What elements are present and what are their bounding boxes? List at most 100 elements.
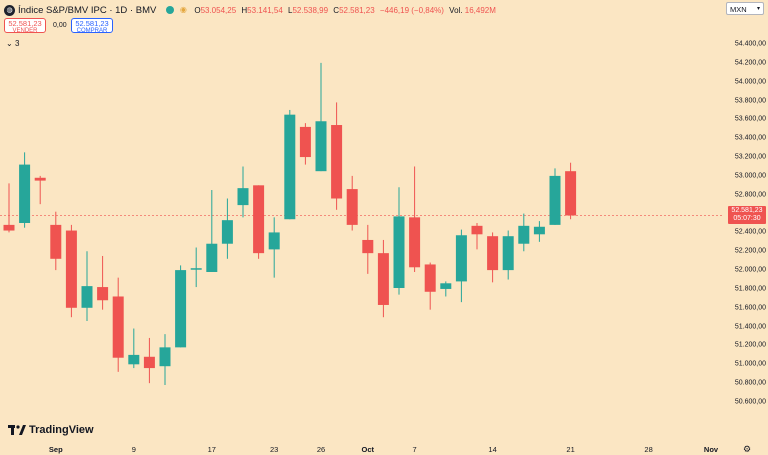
candle [424,262,436,310]
candle [284,109,296,220]
candle-body [206,243,218,272]
candle [221,198,233,259]
price-chart[interactable] [0,0,724,440]
price-tick-label: 53.600,00 [734,115,766,123]
price-tick-label: 51.800,00 [734,285,766,293]
candle-body [331,125,343,199]
candle [362,224,374,274]
candle-body [299,126,311,158]
candle-body [143,356,155,369]
price-tick-label: 51.400,00 [734,323,766,331]
candle-body [221,220,233,244]
time-tick-label: Oct [361,445,375,454]
price-tick-label: 50.800,00 [734,379,766,387]
price-tick-label: 52.000,00 [734,266,766,274]
current-price-value: 52.581,23 [731,207,763,215]
candle [175,265,187,348]
candle-body [533,226,545,235]
candle [65,224,77,318]
candle-body [237,188,249,206]
candle-body [268,232,280,250]
price-tick-label: 53.800,00 [734,97,766,105]
candle-body [159,347,171,367]
candle-body [346,189,358,225]
candle [533,221,545,242]
globe-icon: ◍ [4,4,15,16]
candle [346,175,358,231]
candle [409,166,421,272]
candle-body [487,236,499,271]
close-value: 52.581,23 [339,5,375,15]
symbol-title[interactable]: Índice S&P/BMV IPC · 1D · BMV [18,4,157,16]
candle-body [409,217,421,268]
candle [97,255,109,310]
candle-body [362,239,374,254]
candle [3,183,15,233]
candle-body [190,268,202,270]
candle-body [34,177,46,181]
indicators-toggle[interactable]: ⌄ 3 [6,39,19,48]
candle [565,162,577,220]
time-tick-label: 21 [566,445,575,454]
time-axis[interactable]: Sep 9 17 23 26 Oct 7 14 21 28 Nov [0,440,724,455]
tradingview-logo[interactable]: TradingView [8,424,94,436]
candle-body [128,354,140,365]
time-tick-label: 14 [488,445,497,454]
candle-body [112,296,124,358]
currency-label: MXN [730,5,747,14]
price-tick-label: 53.200,00 [734,153,766,161]
candle [440,281,452,297]
price-tick-label: 51.000,00 [734,360,766,368]
price-tick-label: 51.200,00 [734,341,766,349]
price-tick-label: 53.000,00 [734,172,766,180]
candle-body [518,225,530,244]
candle-body [315,121,327,172]
time-tick-label: 17 [207,445,216,454]
buy-label: COMPRAR [76,27,108,34]
candle [549,168,561,225]
candle [237,166,249,218]
sell-label: VENDER [12,27,38,34]
chevron-down-icon: ⌄ [6,39,13,48]
gear-icon[interactable]: ⚙ [743,444,752,454]
candle-body [50,224,62,259]
candle-body [284,114,296,220]
price-tick-label: 52.800,00 [734,191,766,199]
price-tick-label: 52.400,00 [734,228,766,236]
candle [487,232,499,283]
candle [393,187,405,295]
candle [206,190,218,272]
candle [190,247,202,288]
time-tick-label: Sep [48,445,63,454]
candle-body [81,286,93,308]
price-tick-label: 54.200,00 [734,59,766,67]
candle [268,217,280,278]
candle-body [97,287,109,301]
candle-body [393,216,405,289]
volume-label: Vol. [449,5,463,15]
candle-series [3,62,577,386]
candle [299,123,311,165]
candle [81,251,93,321]
price-tick-label: 54.400,00 [734,40,766,48]
candle-body [565,171,577,216]
chart-legend: ◍ Índice S&P/BMV IPC · 1D · BMV ◉ O53.05… [4,2,496,18]
candle-body [175,270,187,348]
time-tick-label: 9 [131,445,136,454]
low-value: 52.538,99 [292,5,329,15]
time-tick-label: 23 [270,445,279,454]
open-value: 53.054,25 [200,5,237,15]
buy-button[interactable]: 52.581,23 COMPRAR [71,18,113,34]
candle [502,230,514,280]
eye-icon[interactable]: ◉ [179,5,187,14]
currency-select[interactable]: MXN ▾ [726,2,764,15]
candle-body [455,235,467,282]
candle-body [65,230,77,308]
sell-button[interactable]: 52.581,23 VENDER [4,18,46,34]
tradingview-logo-icon [8,425,26,435]
price-tick-label: 52.200,00 [734,247,766,255]
candle [253,185,265,259]
candle [34,175,46,205]
current-price-label: 52.581,23 05:07:30 [728,206,766,225]
price-tick-label: 54.000,00 [734,78,766,86]
